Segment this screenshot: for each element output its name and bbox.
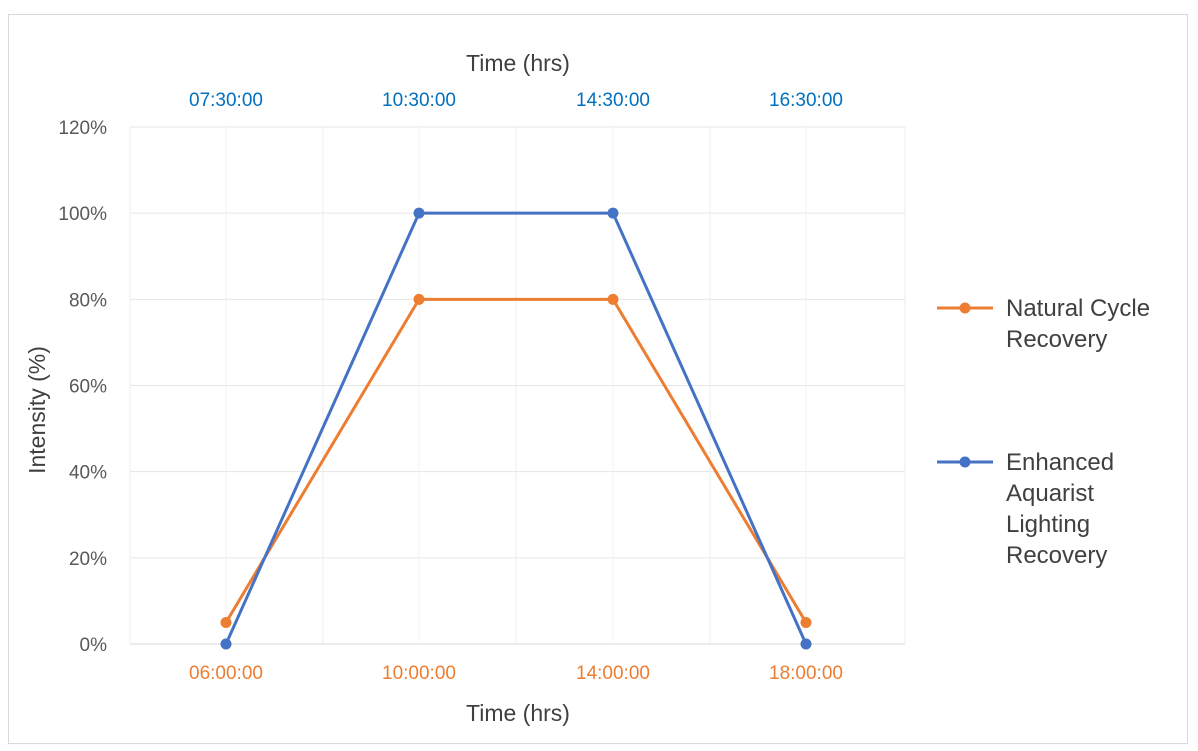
- legend-label: Enhanced Aquarist Lighting Recovery: [1006, 449, 1114, 569]
- top-axis-ticks: 07:30:00 10:30:00 14:30:00 16:30:00: [189, 90, 843, 111]
- data-point: [220, 616, 232, 628]
- legend-label-line: Natural Cycle: [1006, 295, 1150, 322]
- y-tick-label: 120%: [58, 118, 107, 139]
- y-tick-label: 20%: [69, 549, 107, 570]
- legend-label-line: Lighting: [1006, 511, 1090, 538]
- y-tick-label: 100%: [58, 204, 107, 225]
- top-tick-label: 07:30:00: [189, 90, 263, 111]
- y-tick-label: 0%: [80, 635, 108, 656]
- legend: Natural Cycle Recovery Enhanced Aquarist Lig…: [937, 295, 1150, 569]
- y-tick-label: 60%: [69, 377, 107, 398]
- legend-label-line: Recovery: [1006, 542, 1107, 569]
- data-point: [607, 293, 619, 305]
- data-point: [800, 638, 812, 650]
- data-point: [413, 293, 425, 305]
- chart-frame: [8, 14, 1188, 744]
- bottom-axis-ticks: 06:00:00 10:00:00 14:00:00 18:00:00: [189, 663, 843, 684]
- y-tick-label: 40%: [69, 463, 107, 484]
- bottom-tick-label: 06:00:00: [189, 663, 263, 684]
- series-group: [220, 207, 812, 650]
- legend-marker: [959, 302, 971, 314]
- y-axis-ticks: 0% 20% 40% 60% 80% 100% 120%: [58, 118, 107, 656]
- legend-label: Natural Cycle Recovery: [1006, 295, 1150, 353]
- data-point: [800, 616, 812, 628]
- data-point: [607, 207, 619, 219]
- top-tick-label: 14:30:00: [576, 90, 650, 111]
- legend-label-line: Recovery: [1006, 326, 1107, 353]
- top-tick-label: 10:30:00: [382, 90, 456, 111]
- bottom-tick-label: 10:00:00: [382, 663, 456, 684]
- top-axis-title: Time (hrs): [466, 50, 570, 76]
- grid-lines: [129, 126, 906, 645]
- legend-label-line: Enhanced: [1006, 449, 1114, 476]
- legend-label-line: Aquarist: [1006, 480, 1094, 507]
- y-axis-title: Intensity (%): [24, 346, 50, 474]
- legend-marker: [959, 456, 971, 468]
- y-tick-label: 80%: [69, 290, 107, 311]
- bottom-tick-label: 14:00:00: [576, 663, 650, 684]
- series-line-1: [224, 297, 808, 624]
- data-point: [413, 207, 425, 219]
- series-line-2: [224, 211, 808, 645]
- bottom-tick-label: 18:00:00: [769, 663, 843, 684]
- top-tick-label: 16:30:00: [769, 90, 843, 111]
- bottom-axis-title: Time (hrs): [466, 700, 570, 726]
- data-point: [220, 638, 232, 650]
